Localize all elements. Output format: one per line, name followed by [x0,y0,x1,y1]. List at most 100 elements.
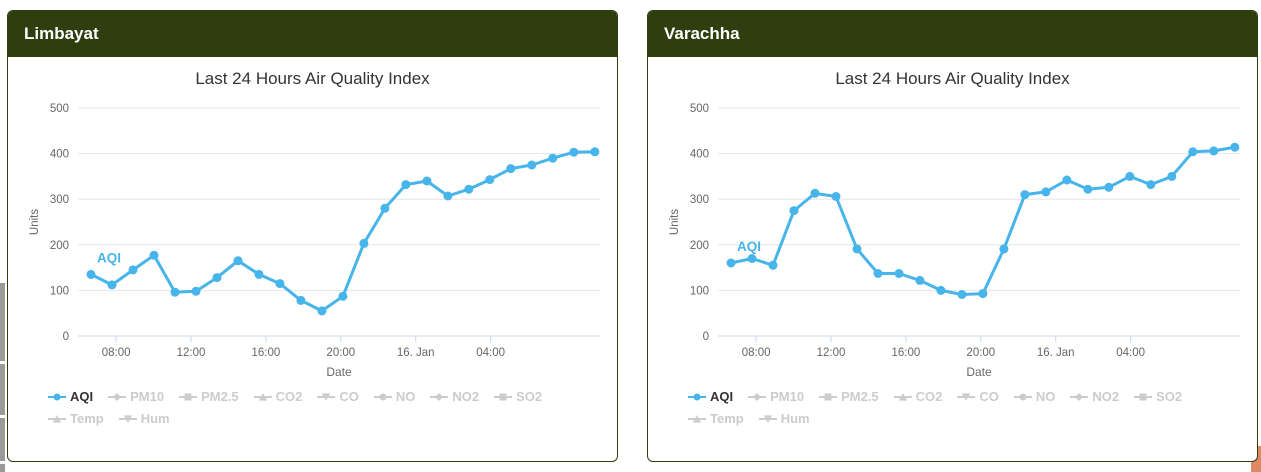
legend-item-pm10[interactable]: PM10 [748,389,804,404]
aqi-point[interactable] [1020,190,1030,200]
legend-item-temp[interactable]: Temp [688,411,744,426]
aqi-point[interactable] [149,250,159,260]
station-card-varachha: Varachha Last 24 Hours Air Quality Index… [647,10,1258,462]
legend-item-label: CO2 [275,389,303,404]
aqi-point[interactable] [317,306,327,316]
legend-item-label: CO [339,389,359,404]
aqi-point[interactable] [569,147,579,157]
legend-item-co2[interactable]: CO2 [253,389,303,404]
edge-fragment-4 [0,464,5,472]
y-tick-label: 400 [690,149,709,161]
aqi-point[interactable] [915,275,925,285]
triangle-down-marker-icon [758,414,777,423]
aqi-point[interactable] [191,286,201,296]
aqi-point[interactable] [212,273,222,283]
aqi-point[interactable] [894,269,904,278]
aqi-point[interactable] [936,285,946,295]
aqi-point[interactable] [789,206,799,216]
x-axis-title: Date [326,365,352,379]
aqi-point[interactable] [506,164,516,174]
legend-item-pm25[interactable]: PM2.5 [179,389,239,404]
aqi-point[interactable] [233,256,243,266]
legend-item-label: SO2 [1156,389,1183,404]
aqi-point[interactable] [1062,175,1072,185]
station-card-body: Last 24 Hours Air Quality Index 0 100 200 3… [8,69,617,426]
legend-item-pm25[interactable]: PM2.5 [819,389,879,404]
aqi-point[interactable] [726,258,736,268]
aqi-point[interactable] [527,160,537,170]
y-tick-label: 100 [50,285,69,297]
legend-item-no2[interactable]: NO2 [1070,389,1119,404]
aqi-point[interactable] [254,269,264,279]
aqi-point[interactable] [464,184,474,194]
aqi-point[interactable] [1083,184,1093,194]
legend-item-temp[interactable]: Temp [48,411,104,426]
aqi-point[interactable] [548,153,558,163]
aqi-point[interactable] [1125,171,1135,181]
y-tick-label: 300 [50,194,69,206]
aqi-point[interactable] [852,244,862,254]
aqi-point[interactable] [170,287,180,297]
aqi-point[interactable] [810,188,820,198]
aqi-point[interactable] [359,238,369,248]
legend-item-no[interactable]: NO [1013,389,1055,404]
aqi-point[interactable] [296,295,306,305]
legend-item-pm10[interactable]: PM10 [108,389,164,404]
legend-item-label: SO2 [516,389,543,404]
y-tick-label: 0 [63,331,69,343]
legend-item-label: NO2 [452,389,480,404]
aqi-point[interactable] [1230,142,1240,152]
legend-item-hum[interactable]: Hum [758,411,810,426]
chart-title: Last 24 Hours Air Quality Index [195,69,430,88]
aqi-point[interactable] [768,260,778,270]
legend-item-label: PM10 [770,389,805,404]
diamond-marker-icon [748,392,767,401]
legend-item-aqi[interactable]: AQI [48,389,93,404]
legend-item-aqi[interactable]: AQI [688,389,733,404]
aqi-point[interactable] [978,289,988,299]
aqi-line [729,145,1237,296]
aqi-point[interactable] [999,244,1009,254]
chart-legend: AQI PM10 PM2.5 CO2 CO NO NO2 SO2 Temp Hum [48,389,617,426]
aqi-point[interactable] [128,265,138,275]
triangle-marker-icon [253,392,272,401]
station-card-limbayat: Limbayat Last 24 Hours Air Quality Index… [7,10,618,462]
aqi-point[interactable] [86,269,96,279]
legend-item-co[interactable]: CO [957,389,999,404]
y-tick-label: 500 [690,103,709,115]
aqi-point[interactable] [338,291,348,301]
station-card-header: Varachha [648,11,1257,57]
aqi-point[interactable] [1188,147,1198,157]
aqi-point[interactable] [873,269,883,278]
aqi-point[interactable] [747,254,757,263]
aqi-point[interactable] [1146,180,1156,190]
circle-marker-icon [48,393,66,400]
legend-item-no2[interactable]: NO2 [430,389,479,404]
aqi-point[interactable] [401,180,411,190]
x-tick-label: 16:00 [252,347,281,359]
x-tick-label: 20:00 [966,347,995,359]
legend-item-so2[interactable]: SO2 [494,389,542,404]
aqi-point[interactable] [1209,146,1219,156]
aqi-point[interactable] [957,290,967,299]
aqi-point[interactable] [485,175,495,185]
aqi-point[interactable] [590,147,600,157]
legend-row: AQI PM10 PM2.5 CO2 CO NO NO2 SO2 [48,389,617,404]
aqi-point[interactable] [380,203,390,213]
x-tick-label: 16. Jan [397,347,435,359]
aqi-point[interactable] [831,192,841,201]
aqi-point[interactable] [422,176,432,186]
legend-item-co2[interactable]: CO2 [893,389,942,404]
y-tick-label: 500 [50,103,69,115]
station-card-header: Limbayat [8,11,617,57]
aqi-point[interactable] [1041,187,1051,197]
legend-item-hum[interactable]: Hum [118,411,170,426]
legend-item-co[interactable]: CO [317,389,359,404]
aqi-point[interactable] [443,191,453,201]
aqi-point[interactable] [275,279,285,289]
aqi-point[interactable] [107,280,117,290]
legend-item-so2[interactable]: SO2 [1134,389,1182,404]
aqi-point[interactable] [1104,182,1114,192]
legend-item-no[interactable]: NO [373,389,415,404]
aqi-point[interactable] [1167,171,1177,181]
